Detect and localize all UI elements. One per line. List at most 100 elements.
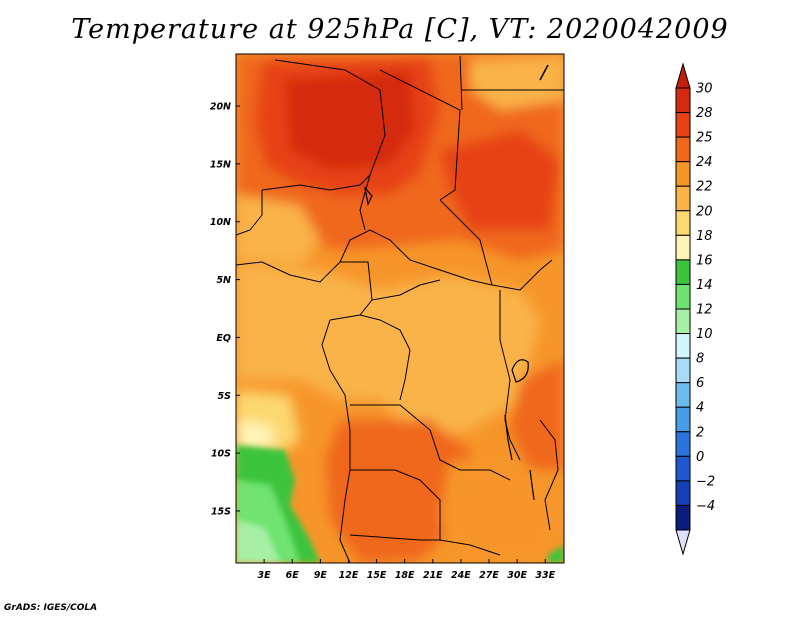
border-niger-chad bbox=[274, 59, 386, 231]
colorbar-swatch bbox=[675, 210, 691, 236]
x-tick-label: 9E bbox=[314, 570, 328, 581]
field-congo-basin bbox=[236, 265, 540, 440]
border-namibia bbox=[349, 534, 501, 556]
field-angola-plateau bbox=[325, 420, 470, 563]
colorbar-swatch bbox=[675, 112, 691, 138]
colorbar-swatch bbox=[675, 382, 691, 408]
border-egypt-libya bbox=[459, 55, 463, 111]
x-tick-label: 24E bbox=[451, 570, 471, 581]
colorbar-swatch bbox=[675, 431, 691, 457]
x-tick-label: 3E bbox=[258, 570, 272, 581]
y-tick-label: 5S bbox=[218, 391, 232, 402]
colorbar-label: 12 bbox=[696, 303, 713, 318]
x-tick-label: 15E bbox=[367, 570, 387, 581]
x-tick-label: 6E bbox=[286, 570, 300, 581]
colorbar-swatch bbox=[675, 259, 691, 285]
colorbar-label: 24 bbox=[696, 155, 713, 170]
field-east-coast bbox=[510, 360, 564, 470]
x-tick-label: 33E bbox=[535, 570, 555, 581]
temperature-field bbox=[236, 54, 564, 563]
field-sudan-hot bbox=[440, 130, 560, 230]
colorbar-swatch bbox=[675, 406, 691, 433]
x-axis: 3E 6E 9E 12E 15E 18E 21E 24E 27E 30E 33E bbox=[258, 559, 556, 581]
y-tick-label: 10N bbox=[210, 217, 231, 228]
colorbar-under-arrow bbox=[675, 529, 691, 556]
plot-frame bbox=[235, 53, 565, 564]
colorbar-label: 20 bbox=[696, 204, 713, 219]
colorbar-swatch bbox=[675, 455, 691, 482]
borders bbox=[236, 55, 564, 563]
colorbar-swatch bbox=[675, 480, 691, 506]
border-chad-sudan bbox=[379, 69, 461, 201]
colorbar-label: 0 bbox=[696, 450, 704, 465]
lake-victoria bbox=[511, 359, 529, 383]
x-tick-label: 27E bbox=[479, 570, 499, 581]
x-tick-label: 30E bbox=[507, 570, 527, 581]
lake-chad bbox=[364, 185, 373, 206]
border-car bbox=[339, 229, 493, 286]
x-tick-label: 12E bbox=[339, 570, 359, 581]
y-tick-label: 5N bbox=[216, 275, 231, 286]
colorbar-label: 22 bbox=[696, 180, 713, 195]
colorbar-swatch bbox=[675, 161, 691, 187]
west-coast-south bbox=[321, 319, 351, 563]
border-angola-drc bbox=[350, 404, 511, 481]
border-west bbox=[236, 190, 263, 236]
colorbar-over-arrow bbox=[675, 62, 691, 89]
field-guinea bbox=[236, 195, 320, 265]
nile-delta bbox=[539, 64, 549, 81]
field-sw-cool bbox=[236, 420, 275, 450]
colorbar-label: 28 bbox=[696, 106, 713, 121]
border-angola-zambia bbox=[350, 469, 441, 540]
colorbar-swatch bbox=[675, 504, 691, 531]
border-nigeria-north bbox=[261, 174, 371, 191]
colorbar-label: −2 bbox=[696, 474, 715, 489]
border-east-africa bbox=[539, 419, 559, 531]
border-cameroon bbox=[371, 279, 441, 301]
field-southeast-cool bbox=[548, 545, 564, 563]
colorbar-label: −4 bbox=[696, 499, 715, 514]
border-uganda-drc bbox=[499, 290, 521, 461]
x-tick-label: 21E bbox=[423, 570, 443, 581]
grads-credit: GrADS: IGES/COLA bbox=[4, 603, 98, 613]
colorbar-swatch bbox=[675, 308, 691, 335]
field-zambia bbox=[440, 460, 564, 563]
colorbar-swatch bbox=[675, 87, 691, 114]
lake-malawi bbox=[529, 469, 535, 501]
y-tick-label: 15S bbox=[211, 506, 231, 517]
x-tick-label: 18E bbox=[395, 570, 415, 581]
y-tick-label: 10S bbox=[211, 449, 231, 460]
colorbar-swatch bbox=[675, 283, 691, 310]
colorbar-label: 14 bbox=[696, 278, 713, 293]
lake-tanganyika bbox=[504, 414, 513, 461]
lakes bbox=[364, 185, 535, 501]
border-south-sudan bbox=[439, 199, 553, 291]
colorbar-swatch bbox=[675, 357, 691, 384]
colorbar-label: 25 bbox=[696, 131, 713, 146]
colorbar-label: 8 bbox=[696, 352, 704, 367]
colorbar-label: 6 bbox=[696, 376, 704, 391]
chart-title: Temperature at 925hPa [C], VT: 202004200… bbox=[71, 14, 729, 45]
colorbar-label: 2 bbox=[696, 425, 704, 440]
colorbar-swatch bbox=[675, 234, 691, 261]
field-northeast-warm bbox=[470, 56, 564, 110]
y-tick-label: EQ bbox=[216, 333, 231, 344]
colorbar-label: 16 bbox=[696, 253, 713, 268]
colorbar-label: 18 bbox=[696, 229, 713, 244]
y-tick-label: 20N bbox=[210, 102, 231, 113]
y-tick-label: 15N bbox=[210, 159, 231, 170]
colorbar-label: 4 bbox=[696, 401, 704, 416]
field-namibia-coolest bbox=[236, 520, 280, 563]
cool-coast bbox=[236, 445, 564, 563]
border-congo bbox=[359, 314, 411, 401]
y-axis: 20N 15N 10N 5N EQ 5S 10S 15S bbox=[210, 102, 240, 517]
map-area bbox=[236, 54, 564, 563]
colorbar-swatch bbox=[675, 185, 691, 212]
colorbar-label: 30 bbox=[696, 82, 713, 97]
field-sahara-core bbox=[285, 70, 415, 170]
colorbar-swatch bbox=[675, 136, 691, 163]
colorbar-swatch bbox=[675, 333, 691, 359]
colorbar-label: 10 bbox=[696, 327, 713, 342]
